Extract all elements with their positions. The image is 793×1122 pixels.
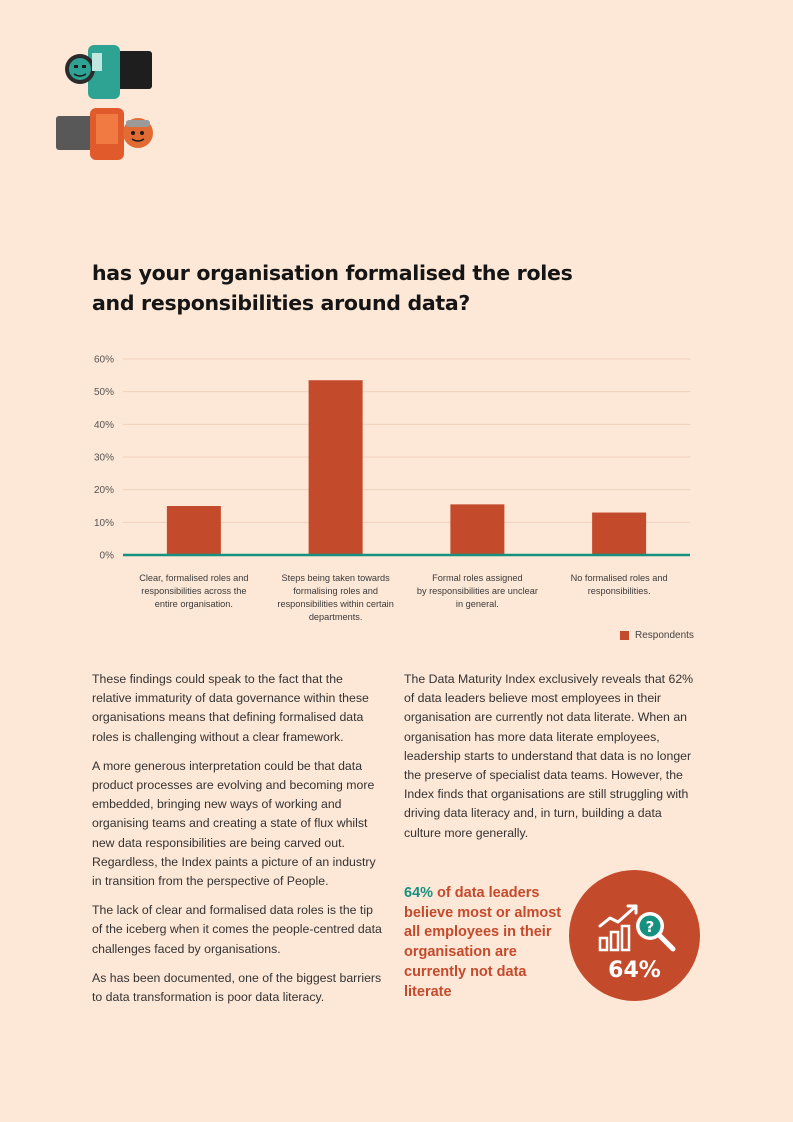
paragraph: The lack of clear and formalised data ro…: [92, 903, 382, 956]
paragraph: The Data Maturity Index exclusively reve…: [404, 672, 694, 840]
y-tick-label: 20%: [94, 485, 114, 496]
chart-legend: Respondents: [620, 630, 694, 641]
y-tick-label: 0%: [100, 551, 115, 562]
stat-circle-value: 64%: [608, 958, 661, 983]
callout-highlight: 64%: [404, 885, 434, 901]
bar: [166, 506, 221, 555]
left-text-column: These findings could speak to the fact t…: [92, 670, 382, 1017]
paragraph: As has been documented, one of the bigge…: [92, 970, 382, 1005]
chart-x-axis: Clear, formalised roles and responsibilit…: [139, 573, 667, 622]
legend-label: Respondents: [635, 630, 694, 641]
analytics-search-icon: ?: [598, 904, 676, 952]
page-title: has your organisation formalised the rol…: [92, 261, 573, 315]
paragraph: These findings could speak to the fact t…: [92, 672, 369, 744]
callout-text: of data leaders believe most or almost a…: [404, 885, 562, 1000]
bar: [308, 380, 363, 555]
x-tick-label: Formal roles assigned by responsibilities…: [417, 573, 538, 609]
right-text-column: The Data Maturity Index exclusively reve…: [404, 670, 696, 853]
chart-y-axis: 0% 10% 20% 30% 40% 50% 60%: [94, 355, 114, 562]
legend-swatch: [620, 631, 629, 640]
chart-bars: [166, 380, 647, 555]
x-tick-label: Clear, formalised roles and responsibilit…: [139, 573, 248, 609]
paragraph: A more generous interpretation could be …: [92, 758, 376, 889]
y-tick-label: 30%: [94, 453, 114, 464]
chart-gridlines: [123, 358, 690, 523]
bar: [592, 512, 647, 555]
y-tick-label: 50%: [94, 387, 114, 398]
x-tick-label: No formalised roles and responsibilities.: [571, 573, 668, 596]
y-tick-label: 10%: [94, 518, 114, 529]
orange-minifigure-illustration: [56, 108, 153, 160]
stat-circle: [569, 870, 700, 1001]
svg-text:?: ?: [646, 918, 655, 936]
stat-callout: 64% of data leaders believe most or almo…: [404, 884, 564, 1002]
y-tick-label: 40%: [94, 420, 114, 431]
bar: [450, 504, 505, 555]
x-tick-label: Steps being taken towards formalising rol…: [277, 573, 393, 622]
y-tick-label: 60%: [94, 355, 114, 366]
teal-minifigure-illustration: [65, 45, 152, 99]
